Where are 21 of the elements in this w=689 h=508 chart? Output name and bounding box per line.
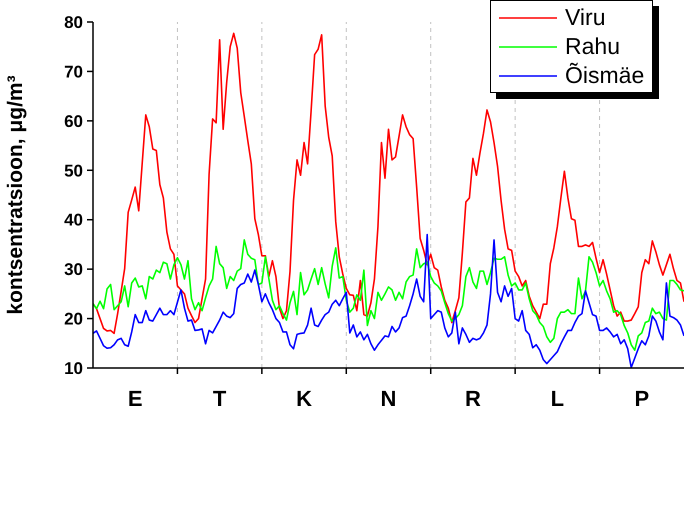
- y-tick-label: 80: [64, 13, 83, 32]
- x-tick-label: E: [128, 386, 143, 411]
- y-tick-label: 60: [64, 112, 83, 131]
- line-series: [93, 32, 684, 334]
- x-tick-label: K: [296, 386, 312, 411]
- line-series: [93, 239, 684, 352]
- x-tick-label: R: [464, 386, 481, 411]
- x-tick-label: T: [212, 386, 227, 411]
- y-tick-label: 30: [64, 260, 83, 280]
- y-tick-label: 10: [64, 359, 83, 378]
- y-axis-title: kontsentratsioon, μg/m³: [4, 75, 27, 315]
- legend-label: Viru: [565, 4, 606, 31]
- y-tick-label: 50: [64, 161, 83, 180]
- legend-label: Rahu: [565, 33, 620, 60]
- x-tick-label: N: [380, 386, 396, 411]
- x-tick-label: L: [550, 386, 564, 411]
- y-tick-label: 40: [64, 210, 83, 230]
- legend-label: Õismäe: [565, 62, 644, 89]
- y-tick-label: 70: [64, 62, 83, 82]
- y-tick-label: 20: [64, 310, 83, 329]
- x-tick-label: P: [634, 386, 650, 411]
